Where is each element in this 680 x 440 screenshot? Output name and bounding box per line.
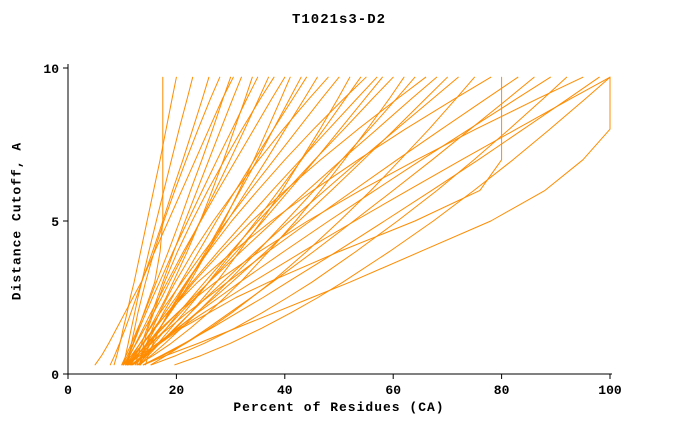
y-tick-label: 10	[43, 62, 59, 77]
series-line	[151, 76, 568, 366]
series-line	[132, 76, 503, 366]
series-line	[127, 76, 611, 366]
series-line	[109, 76, 210, 366]
series-line	[143, 76, 611, 366]
series-line	[132, 76, 351, 366]
series-line	[174, 76, 611, 366]
x-tick-label: 100	[598, 383, 622, 398]
series-line	[130, 76, 551, 366]
series-line	[139, 76, 329, 366]
series-line	[136, 76, 405, 366]
series-line	[126, 76, 291, 366]
series-line	[126, 76, 340, 366]
series-line	[125, 76, 286, 366]
x-axis-label: Percent of Residues (CA)	[233, 400, 445, 415]
series-line	[94, 76, 234, 366]
series-line	[121, 76, 232, 366]
series-line	[128, 76, 438, 366]
series-line	[134, 76, 242, 366]
series-line	[142, 76, 600, 366]
x-tick-label: 20	[169, 383, 185, 398]
series-line	[121, 76, 164, 366]
series-line	[139, 76, 459, 366]
x-tick-label: 40	[277, 383, 293, 398]
series-line	[130, 76, 584, 366]
series-line	[113, 76, 177, 366]
x-tick-label: 0	[64, 383, 72, 398]
y-tick-label: 0	[51, 368, 59, 383]
series-line	[125, 76, 259, 366]
series-line	[138, 76, 394, 366]
series-line	[123, 76, 194, 366]
series-line	[128, 76, 383, 366]
chart-title: T1021s3-D2	[291, 12, 386, 28]
series-line	[139, 76, 416, 366]
y-tick-label: 5	[51, 215, 59, 230]
series-line	[150, 76, 535, 366]
series-line	[122, 76, 269, 366]
series-line	[125, 76, 519, 366]
x-tick-label: 60	[385, 383, 401, 398]
series-line	[140, 76, 427, 366]
x-tick-label: 80	[494, 383, 510, 398]
series-line	[129, 76, 492, 366]
